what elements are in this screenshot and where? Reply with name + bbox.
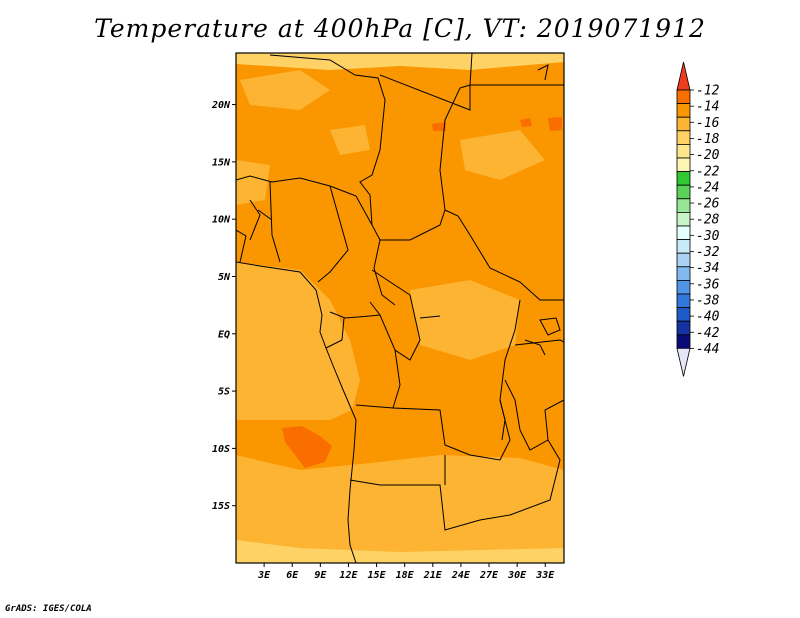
temperature-field <box>236 53 564 563</box>
lon-tick-label: 3E <box>257 570 271 581</box>
warm-spot-niger <box>432 122 446 131</box>
latitude-axis: 20N 15N 10N 5N EQ 5S 10S 15S <box>211 100 236 512</box>
lat-tick-label: 10S <box>212 444 230 455</box>
lon-tick-label: 33E <box>535 570 555 581</box>
field-band-18-16 <box>460 130 545 180</box>
colorbar-bin <box>676 307 691 322</box>
warm-spot-sudan <box>548 117 562 131</box>
colorbar-bin <box>676 184 691 200</box>
colorbar-bin <box>676 239 691 254</box>
colorbar: -12-14-16-18-20-22-24-26-28-30-32-34-36-… <box>676 61 720 377</box>
warm-spot-chad <box>520 118 532 127</box>
lat-tick-label: 10N <box>212 215 231 226</box>
warm-spot-angola-ocean <box>282 426 332 468</box>
colorbar-bin <box>676 211 691 227</box>
field-band-18-16 <box>240 70 330 110</box>
colorbar-label: -36 <box>696 277 720 292</box>
lon-tick-label: 6E <box>286 570 299 581</box>
colorbar-bin <box>676 143 691 159</box>
colorbar-label: -22 <box>696 164 720 179</box>
colorbar-label: -14 <box>696 100 719 115</box>
colorbar-bin <box>676 293 691 309</box>
colorbar-bin <box>676 89 691 105</box>
colorbar-bin <box>676 320 691 336</box>
colorbar-arrow-top <box>676 61 691 91</box>
lat-tick-label: 15S <box>212 501 230 512</box>
colorbar-label: -42 <box>696 326 720 341</box>
lat-tick-label: 20N <box>211 100 231 111</box>
colorbar-bin <box>676 116 691 132</box>
colorbar-label: -12 <box>696 84 720 99</box>
colorbar-bin <box>676 103 691 118</box>
field-band-18-16 <box>236 455 564 563</box>
colorbar-label: -28 <box>696 213 720 228</box>
field-band-20-18 <box>236 53 564 70</box>
colorbar-bin <box>676 130 691 145</box>
lon-tick-label: 18E <box>396 570 415 581</box>
lon-tick-label: 9E <box>314 570 327 581</box>
field-band-20-18 <box>236 540 564 563</box>
colorbar-bin <box>676 252 691 268</box>
plot-title: Temperature at 400hPa [C], VT: 201907191… <box>94 14 706 43</box>
colorbar-label: -20 <box>696 148 720 163</box>
colorbar-bin <box>676 198 691 213</box>
colorbar-bin <box>676 225 691 241</box>
lon-tick-label: 24E <box>451 570 471 581</box>
colorbar-bin <box>676 279 691 295</box>
lat-tick-label: 15N <box>212 157 231 168</box>
lat-tick-label: EQ <box>218 329 230 340</box>
colorbar-label: -44 <box>696 342 719 357</box>
colorbar-bin <box>676 157 691 173</box>
colorbar-arrow-bottom <box>676 347 691 377</box>
lon-tick-label: 27E <box>479 570 499 581</box>
lon-tick-label: 15E <box>368 570 387 581</box>
colorbar-label: -18 <box>696 132 720 147</box>
map-frame <box>235 52 565 564</box>
field-band-18-16 <box>236 160 270 205</box>
lat-tick-label: 5S <box>218 387 230 398</box>
lat-tick-label: 5N <box>218 272 231 283</box>
field-band-18-16 <box>236 262 360 420</box>
colorbar-label: -38 <box>696 293 720 308</box>
field-band-18-16 <box>330 125 370 155</box>
colorbar-label: -26 <box>696 197 720 212</box>
colorbar-label: -16 <box>696 116 720 131</box>
colorbar-label: -40 <box>696 310 720 325</box>
lon-tick-label: 12E <box>339 570 358 581</box>
colorbar-bin <box>676 171 691 186</box>
colorbar-label: -24 <box>696 180 719 195</box>
colorbar-label: -34 <box>696 261 719 276</box>
lon-tick-label: 30E <box>507 570 527 581</box>
longitude-axis: 3E 6E 9E 12E 15E 18E 21E 24E 27E 30E 33E <box>257 563 555 581</box>
lon-tick-label: 21E <box>423 570 443 581</box>
coastlines-borders <box>236 53 564 563</box>
field-band-18-16 <box>410 280 520 360</box>
colorbar-bin <box>676 266 691 281</box>
colorbar-bin <box>676 334 691 349</box>
colorbar-label: -30 <box>696 229 720 244</box>
grads-credit: GrADS: IGES/COLA <box>5 604 92 614</box>
colorbar-label: -32 <box>696 245 720 260</box>
